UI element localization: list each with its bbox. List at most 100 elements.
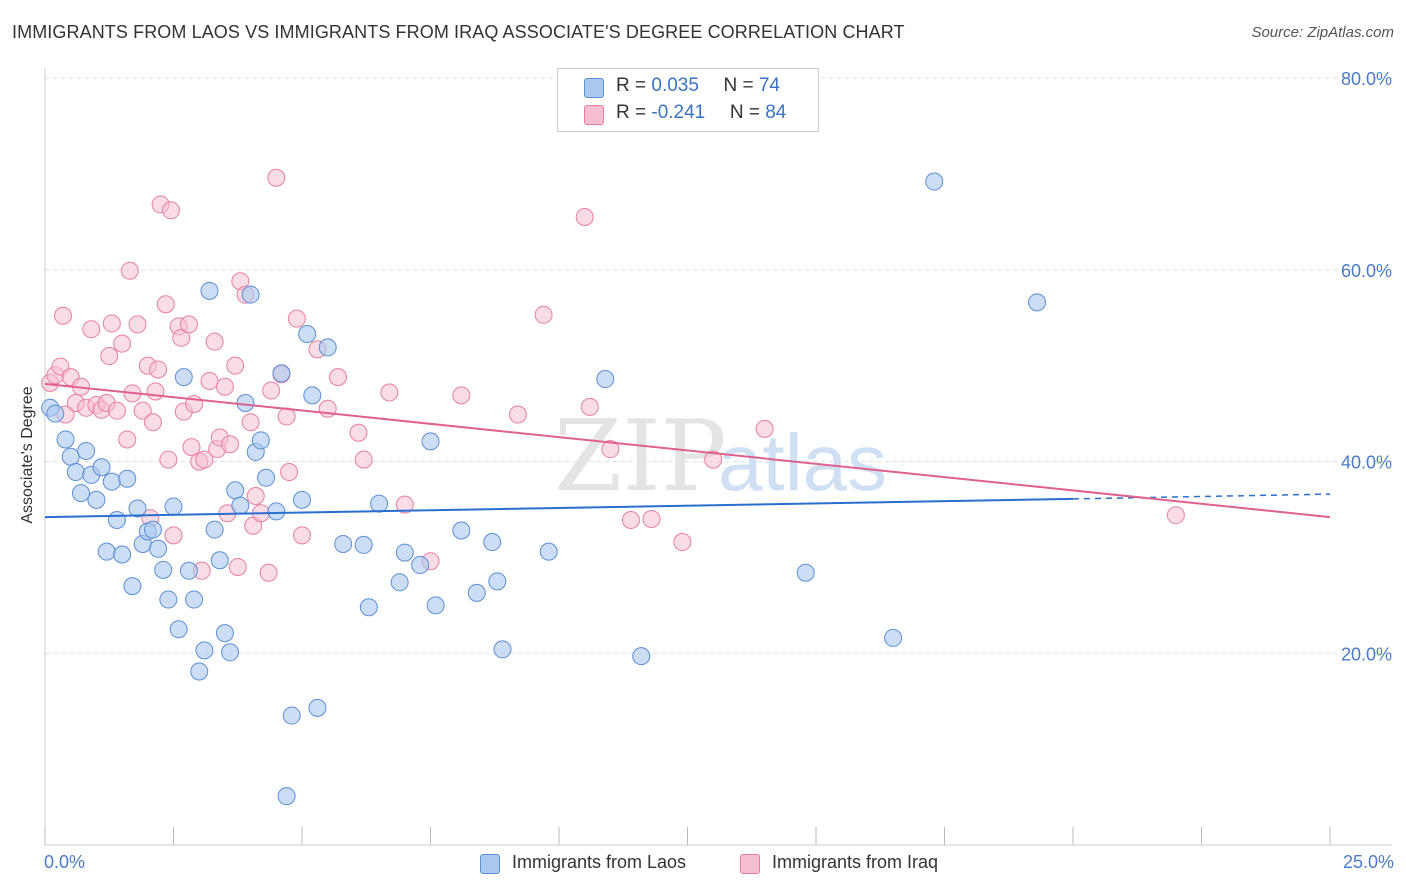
- bottom-legend-swatch-iraq: [740, 854, 760, 874]
- iraq-point: [534, 305, 553, 324]
- iraq-point: [156, 295, 175, 314]
- iraq-point: [159, 450, 178, 469]
- iraq-point: [161, 201, 180, 220]
- iraq-point: [182, 438, 201, 457]
- laos-point: [421, 432, 440, 451]
- laos-point: [92, 458, 111, 477]
- legend-r-label: R =: [616, 75, 652, 96]
- laos-point: [483, 533, 502, 552]
- laos-point: [354, 535, 373, 554]
- iraq-point: [621, 510, 640, 529]
- laos-point: [174, 368, 193, 387]
- laos-point: [143, 520, 162, 539]
- laos-point: [1028, 293, 1047, 312]
- laos-point: [149, 539, 168, 558]
- laos-point: [87, 490, 106, 509]
- laos-point: [390, 573, 409, 592]
- legend-r-label: R =: [616, 102, 652, 123]
- laos-point: [488, 572, 507, 591]
- iraq-point: [149, 360, 168, 379]
- legend-swatch-iraq: [584, 105, 604, 125]
- iraq-point: [580, 397, 599, 416]
- legend-n-value-laos: 74: [758, 75, 780, 96]
- iraq-point: [262, 381, 281, 400]
- laos-point: [226, 481, 245, 500]
- iraq-point: [179, 315, 198, 334]
- iraq-point: [673, 533, 692, 552]
- laos-point: [190, 662, 209, 681]
- laos-point: [241, 285, 260, 304]
- laos-point: [71, 484, 90, 503]
- iraq-point: [228, 557, 247, 576]
- axes: [44, 68, 1392, 846]
- iraq-point: [172, 328, 191, 347]
- iraq-point: [452, 386, 471, 405]
- iraq-point: [102, 314, 121, 333]
- points-laos: [41, 172, 1047, 806]
- laos-point: [169, 620, 188, 639]
- laos-point: [257, 468, 276, 487]
- laos-point: [334, 534, 353, 553]
- laos-point: [277, 787, 296, 806]
- iraq-point: [280, 463, 299, 482]
- iraq-point: [508, 405, 527, 424]
- iraq-point: [354, 450, 373, 469]
- bottom-legend-swatch-laos: [480, 854, 500, 874]
- laos-trend-line: [44, 497, 1074, 519]
- iraq-point: [226, 356, 245, 375]
- iraq-point: [143, 413, 162, 432]
- laos-point: [395, 543, 414, 562]
- watermark-zip: ZIP: [554, 400, 727, 514]
- iraq-point: [221, 435, 240, 454]
- iraq-trend-line: [44, 382, 1331, 519]
- iraq-point: [100, 347, 119, 366]
- laos-point: [205, 520, 224, 539]
- laos-point: [185, 590, 204, 609]
- laos-point: [179, 561, 198, 580]
- laos-point: [77, 441, 96, 460]
- laos-point: [293, 490, 311, 509]
- laos-point: [231, 496, 250, 515]
- laos-point: [56, 430, 75, 449]
- iraq-point: [118, 430, 137, 449]
- iraq-point: [53, 306, 72, 325]
- iraq-point: [133, 401, 152, 420]
- iraq-point: [1166, 506, 1185, 525]
- iraq-point: [241, 413, 260, 432]
- laos-point: [298, 324, 317, 343]
- laos-point: [123, 577, 142, 596]
- iraq-point: [120, 261, 139, 280]
- iraq-point: [107, 401, 126, 420]
- laos-point: [467, 583, 486, 602]
- bottom-legend-label-laos: Immigrants from Laos: [512, 852, 687, 872]
- laos-point: [61, 447, 80, 466]
- iraq-point: [287, 309, 306, 328]
- chart-source: Source: ZipAtlas.com: [1251, 24, 1394, 41]
- iraq-point: [575, 208, 594, 227]
- legend-r-value-laos: 0.035: [651, 75, 699, 96]
- laos-point: [426, 596, 445, 615]
- laos-point: [493, 640, 512, 659]
- laos-point: [154, 560, 173, 579]
- iraq-point: [380, 383, 399, 402]
- laos-point: [102, 472, 121, 491]
- trend-lines: [44, 382, 1331, 519]
- iraq-point: [82, 320, 101, 339]
- legend-n-value-iraq: 84: [765, 102, 787, 123]
- iraq-point: [215, 377, 234, 396]
- laos-point: [118, 469, 137, 488]
- legend-n-label: N =: [729, 102, 766, 123]
- laos-point: [884, 628, 903, 647]
- laos-point: [411, 556, 430, 575]
- iraq-point: [293, 526, 311, 545]
- iraq-point: [642, 510, 661, 529]
- laos-point: [272, 364, 291, 383]
- legend-n-label: N =: [723, 75, 759, 96]
- iraq-point: [267, 168, 286, 187]
- laos-point: [46, 404, 65, 423]
- y-tick-label: 60.0%: [1341, 261, 1392, 281]
- laos-point: [596, 370, 615, 389]
- grid-lines: [45, 77, 1392, 654]
- laos-point: [452, 521, 471, 540]
- iraq-point: [328, 368, 347, 387]
